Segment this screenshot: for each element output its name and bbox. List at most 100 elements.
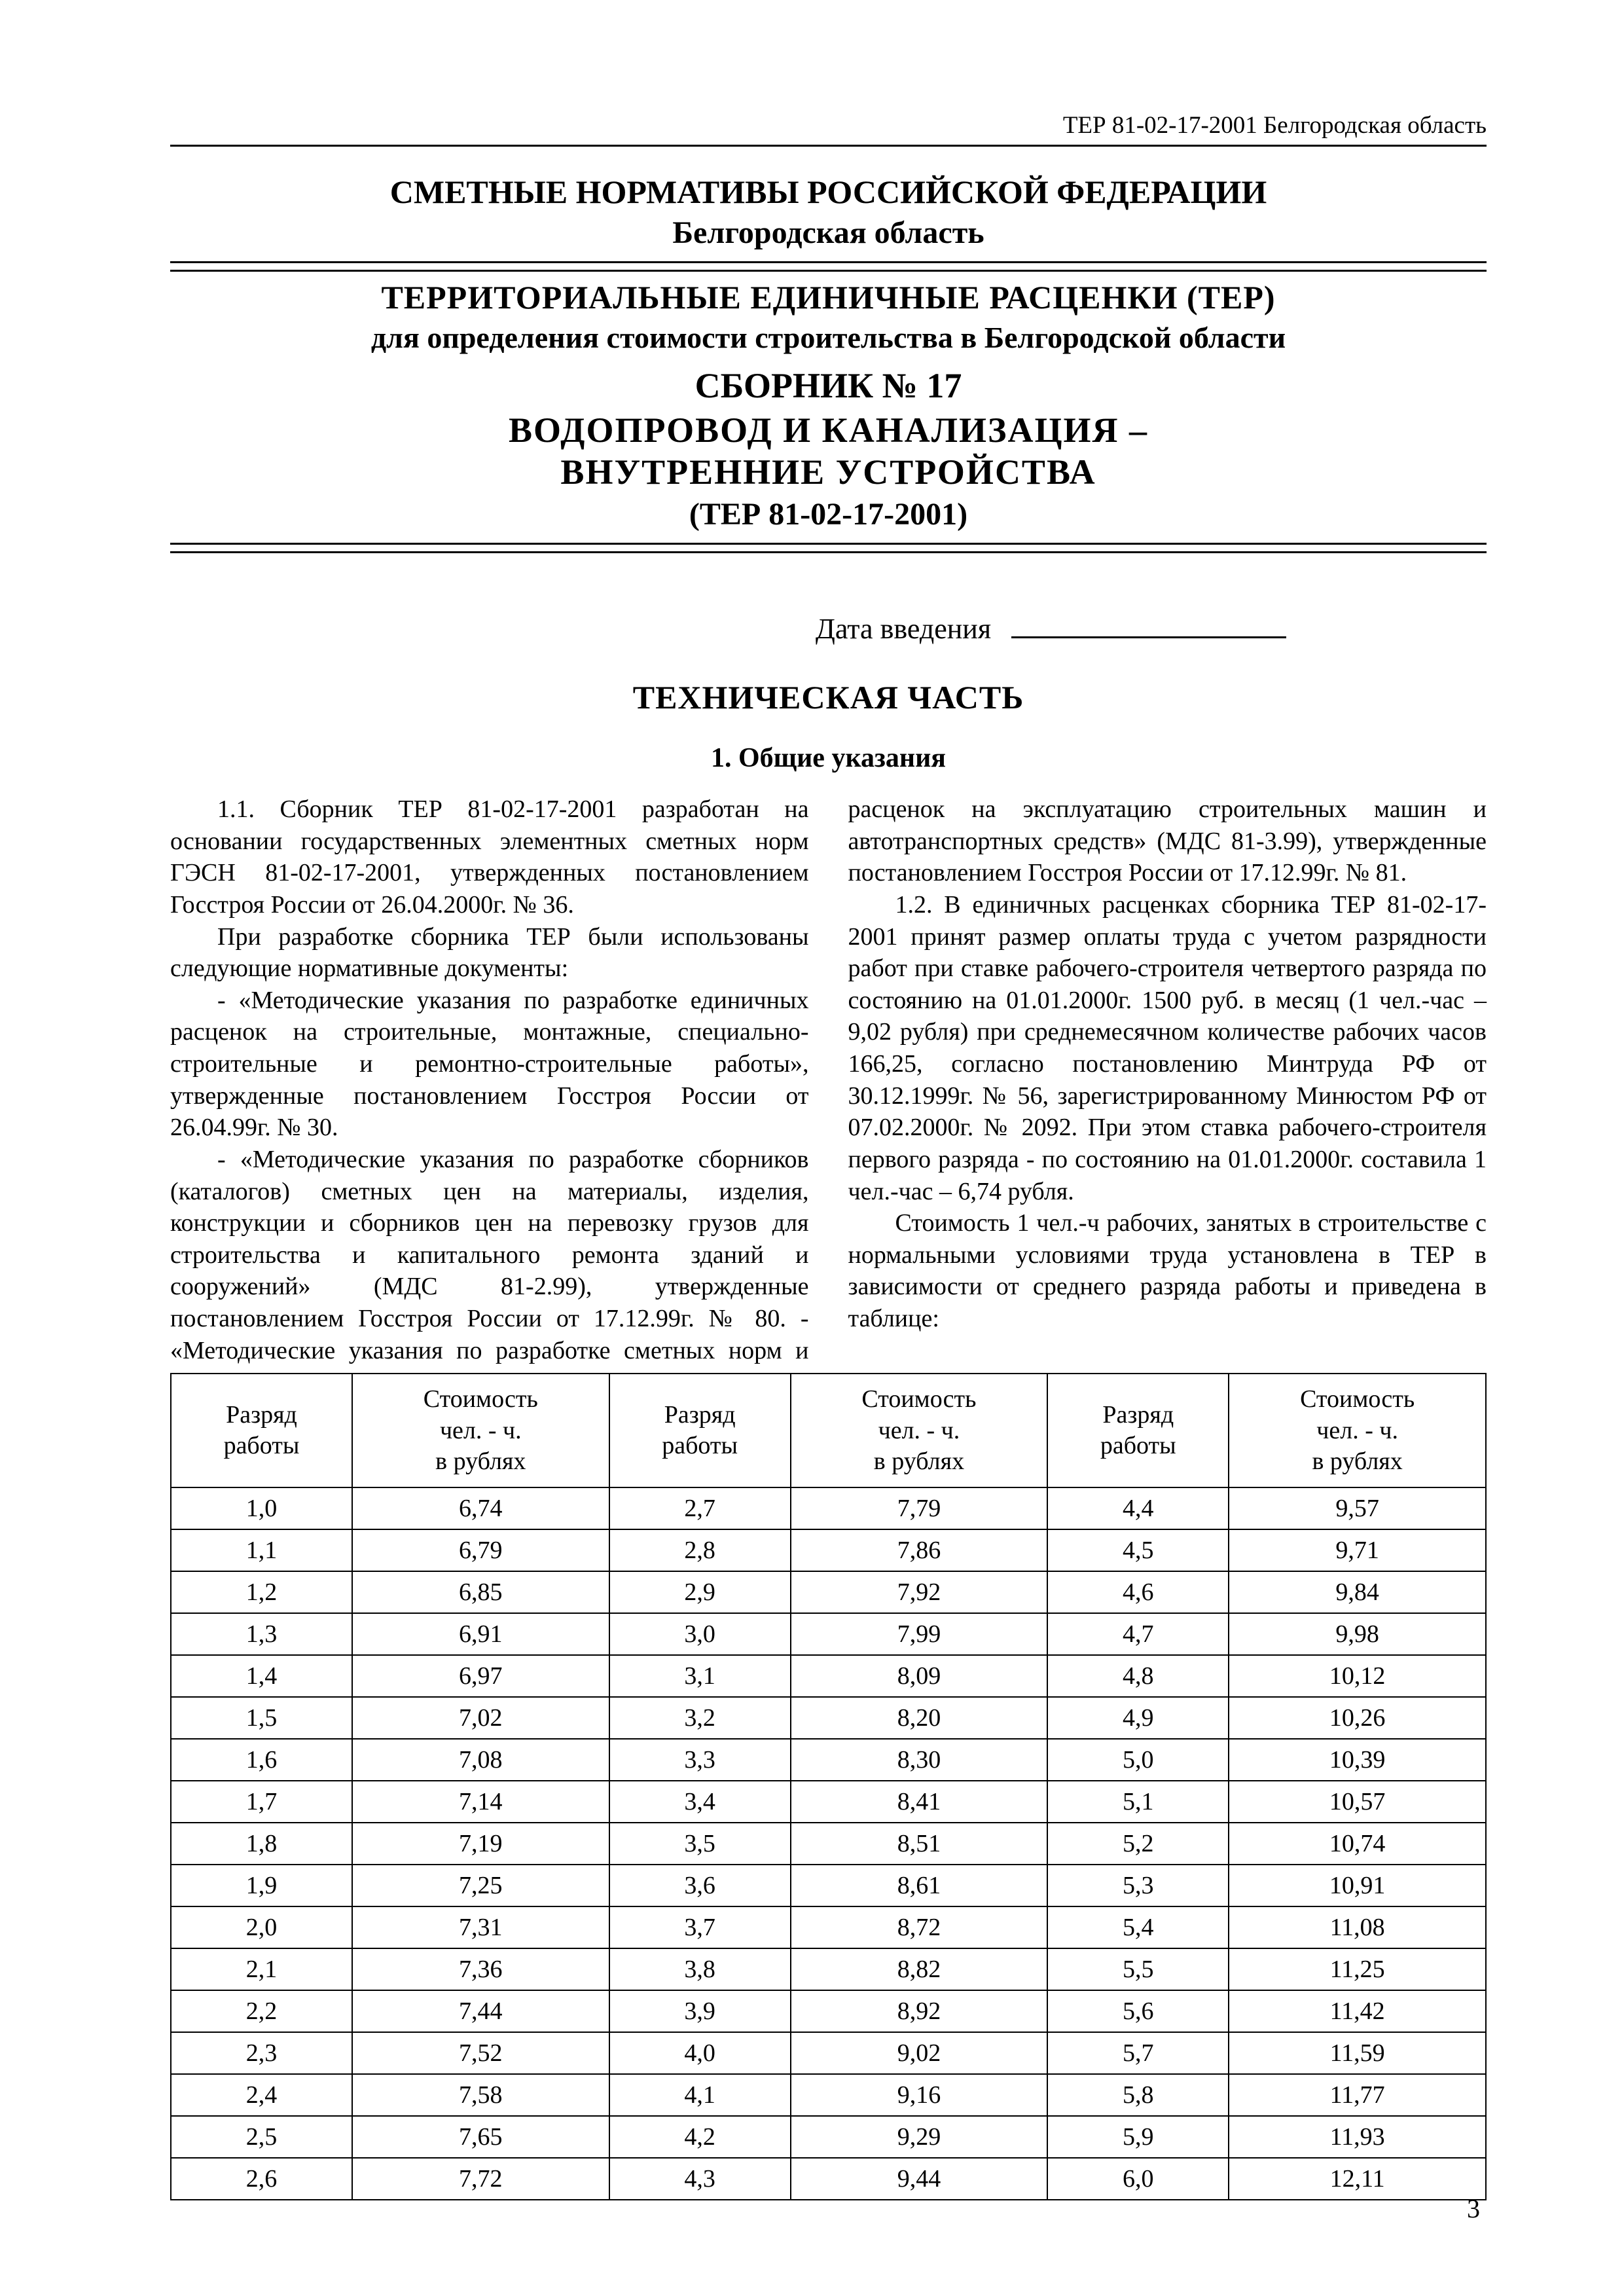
table-row: 2,57,654,29,295,911,93 xyxy=(171,2116,1486,2158)
table-cell: 3,9 xyxy=(609,1990,791,2032)
title-block: СМЕТНЫЕ НОРМАТИВЫ РОССИЙСКОЙ ФЕДЕРАЦИИ Б… xyxy=(170,173,1487,553)
table-cell: 6,85 xyxy=(352,1571,609,1613)
table-row: 1,87,193,58,515,210,74 xyxy=(171,1823,1486,1865)
body-p3: - «Методические указания по разработке е… xyxy=(170,985,809,1144)
table-cell: 6,79 xyxy=(352,1529,609,1571)
table-row: 1,36,913,07,994,79,98 xyxy=(171,1613,1486,1655)
table-cell: 6,74 xyxy=(352,1487,609,1529)
table-cell: 9,98 xyxy=(1229,1613,1486,1655)
table-cell: 7,58 xyxy=(352,2074,609,2116)
table-cell: 3,8 xyxy=(609,1948,791,1990)
table-cell: 7,19 xyxy=(352,1823,609,1865)
table-row: 1,67,083,38,305,010,39 xyxy=(171,1739,1486,1781)
table-cell: 2,1 xyxy=(171,1948,352,1990)
table-cell: 3,6 xyxy=(609,1865,791,1906)
table-cell: 8,72 xyxy=(791,1906,1048,1948)
body-p2: При разработке сборника ТЕР были использ… xyxy=(170,921,809,985)
rates-th-rank-1: Разрядработы xyxy=(171,1374,352,1487)
table-cell: 12,11 xyxy=(1229,2158,1486,2200)
title-line-1: СМЕТНЫЕ НОРМАТИВЫ РОССИЙСКОЙ ФЕДЕРАЦИИ xyxy=(170,173,1487,211)
table-cell: 11,59 xyxy=(1229,2032,1486,2074)
intro-date-label: Дата введения xyxy=(816,613,991,645)
table-cell: 4,4 xyxy=(1047,1487,1229,1529)
table-cell: 9,44 xyxy=(791,2158,1048,2200)
table-cell: 4,1 xyxy=(609,2074,791,2116)
table-cell: 5,3 xyxy=(1047,1865,1229,1906)
table-cell: 1,5 xyxy=(171,1697,352,1739)
table-cell: 3,4 xyxy=(609,1781,791,1823)
table-cell: 5,8 xyxy=(1047,2074,1229,2116)
table-row: 1,46,973,18,094,810,12 xyxy=(171,1655,1486,1697)
table-cell: 2,5 xyxy=(171,2116,352,2158)
table-cell: 7,99 xyxy=(791,1613,1048,1655)
page: ТЕР 81-02-17-2001 Белгородская область С… xyxy=(0,0,1624,2296)
table-row: 1,06,742,77,794,49,57 xyxy=(171,1487,1486,1529)
title-line-8: (ТЕР 81-02-17-2001) xyxy=(170,496,1487,532)
body-columns: 1.1. Сборник ТЕР 81-02-17-2001 разработа… xyxy=(170,793,1487,1366)
table-cell: 9,84 xyxy=(1229,1571,1486,1613)
title-line-4: для определения стоимости строительства … xyxy=(170,320,1487,355)
table-cell: 7,08 xyxy=(352,1739,609,1781)
table-cell: 3,2 xyxy=(609,1697,791,1739)
table-cell: 7,25 xyxy=(352,1865,609,1906)
table-cell: 11,93 xyxy=(1229,2116,1486,2158)
table-cell: 2,9 xyxy=(609,1571,791,1613)
intro-date-blank xyxy=(1011,636,1286,638)
table-cell: 8,20 xyxy=(791,1697,1048,1739)
table-row: 1,26,852,97,924,69,84 xyxy=(171,1571,1486,1613)
table-cell: 10,91 xyxy=(1229,1865,1486,1906)
intro-date: Дата введения xyxy=(170,612,1487,646)
table-cell: 1,0 xyxy=(171,1487,352,1529)
table-row: 2,27,443,98,925,611,42 xyxy=(171,1990,1486,2032)
rates-th-rank-3: Разрядработы xyxy=(1047,1374,1229,1487)
table-cell: 11,42 xyxy=(1229,1990,1486,2032)
table-cell: 5,9 xyxy=(1047,2116,1229,2158)
table-cell: 5,6 xyxy=(1047,1990,1229,2032)
table-cell: 5,2 xyxy=(1047,1823,1229,1865)
table-cell: 7,14 xyxy=(352,1781,609,1823)
table-cell: 9,16 xyxy=(791,2074,1048,2116)
table-cell: 9,29 xyxy=(791,2116,1048,2158)
table-cell: 11,25 xyxy=(1229,1948,1486,1990)
table-cell: 2,8 xyxy=(609,1529,791,1571)
table-cell: 1,1 xyxy=(171,1529,352,1571)
table-cell: 2,0 xyxy=(171,1906,352,1948)
table-row: 2,07,313,78,725,411,08 xyxy=(171,1906,1486,1948)
table-row: 2,17,363,88,825,511,25 xyxy=(171,1948,1486,1990)
table-cell: 2,2 xyxy=(171,1990,352,2032)
table-cell: 4,6 xyxy=(1047,1571,1229,1613)
table-cell: 7,79 xyxy=(791,1487,1048,1529)
rates-header-row: Разрядработы Стоимостьчел. - ч.в рублях … xyxy=(171,1374,1486,1487)
double-rule-bottom xyxy=(170,543,1487,553)
table-cell: 7,72 xyxy=(352,2158,609,2200)
table-cell: 4,5 xyxy=(1047,1529,1229,1571)
section-title: ТЕХНИЧЕСКАЯ ЧАСТЬ xyxy=(170,678,1487,716)
table-cell: 5,0 xyxy=(1047,1739,1229,1781)
table-cell: 3,7 xyxy=(609,1906,791,1948)
table-cell: 6,91 xyxy=(352,1613,609,1655)
table-row: 2,47,584,19,165,811,77 xyxy=(171,2074,1486,2116)
title-line-6: ВОДОПРОВОД И КАНАЛИЗАЦИЯ – xyxy=(170,410,1487,450)
table-cell: 1,3 xyxy=(171,1613,352,1655)
table-cell: 7,36 xyxy=(352,1948,609,1990)
table-cell: 1,8 xyxy=(171,1823,352,1865)
table-cell: 11,08 xyxy=(1229,1906,1486,1948)
table-cell: 3,3 xyxy=(609,1739,791,1781)
title-line-7: ВНУТРЕННИЕ УСТРОЙСТВА xyxy=(170,452,1487,492)
table-cell: 8,41 xyxy=(791,1781,1048,1823)
rates-tbody: 1,06,742,77,794,49,571,16,792,87,864,59,… xyxy=(171,1487,1486,2200)
table-cell: 8,51 xyxy=(791,1823,1048,1865)
table-row: 1,57,023,28,204,910,26 xyxy=(171,1697,1486,1739)
table-cell: 4,2 xyxy=(609,2116,791,2158)
table-cell: 2,6 xyxy=(171,2158,352,2200)
body-p5: 1.2. В единичных расценках сборника ТЕР … xyxy=(848,889,1487,1207)
rates-table: Разрядработы Стоимостьчел. - ч.в рублях … xyxy=(170,1373,1487,2200)
rates-th-cost-2: Стоимостьчел. - ч.в рублях xyxy=(791,1374,1048,1487)
title-line-2: Белгородская область xyxy=(170,215,1487,251)
rates-thead: Разрядработы Стоимостьчел. - ч.в рублях … xyxy=(171,1374,1486,1487)
table-cell: 9,02 xyxy=(791,2032,1048,2074)
table-cell: 1,2 xyxy=(171,1571,352,1613)
table-cell: 10,39 xyxy=(1229,1739,1486,1781)
table-cell: 2,3 xyxy=(171,2032,352,2074)
table-cell: 7,52 xyxy=(352,2032,609,2074)
